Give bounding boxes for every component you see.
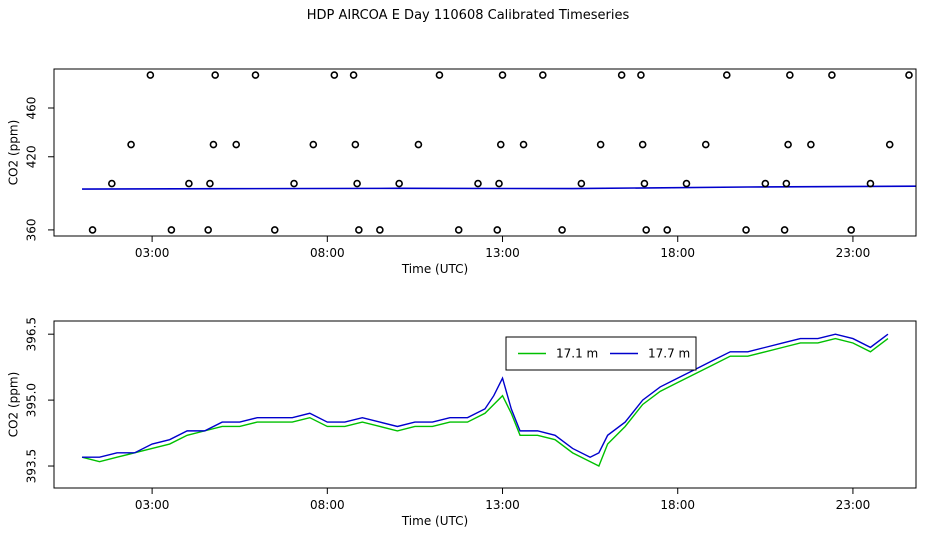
data-point (206, 179, 214, 188)
data-point (742, 226, 750, 234)
data-point (395, 179, 403, 188)
data-point (885, 140, 894, 149)
data-point (209, 140, 218, 149)
data-point (88, 226, 97, 234)
x-tick-label: 23:00 (836, 246, 871, 260)
x-tick-label: 03:00 (135, 498, 170, 512)
data-point (642, 226, 650, 234)
data-point (807, 140, 815, 149)
data-point (474, 179, 482, 188)
data-point (204, 226, 212, 234)
data-point (905, 71, 913, 79)
data-point (376, 226, 384, 234)
x-tick-label: 08:00 (310, 498, 345, 512)
y-tick-label: 396.5 (25, 317, 39, 351)
data-point (780, 226, 789, 234)
y-axis-label: CO2 (ppm) (7, 120, 21, 186)
data-point (925, 72, 931, 78)
fit-line (82, 185, 916, 190)
x-tick-label: 13:00 (485, 246, 520, 260)
legend-label: 17.1 m (556, 347, 598, 361)
data-point (519, 140, 528, 149)
data-point (146, 71, 155, 79)
data-point (211, 71, 219, 79)
data-point (232, 140, 241, 149)
y-tick-label: 420 (25, 145, 39, 168)
y-tick-label: 360 (25, 218, 39, 241)
x-tick-label: 13:00 (485, 498, 520, 512)
data-point (498, 71, 507, 79)
y-tick-label: 395.0 (25, 383, 39, 417)
data-point (351, 140, 360, 149)
x-tick-label: 08:00 (310, 246, 345, 260)
data-point (414, 140, 423, 149)
data-point (353, 179, 361, 188)
data-point (847, 226, 855, 234)
data-point (270, 226, 279, 234)
data-point (290, 179, 298, 188)
series-line-1 (81, 337, 889, 467)
data-point (496, 140, 505, 149)
x-tick-label: 03:00 (135, 246, 170, 260)
upper-panel: 03:00 08:00 13:00 18:00 23:00 360 420 460 Time (… (7, 68, 936, 276)
data-point (682, 179, 691, 188)
figure-title: HDP AIRCOA E Day 110608 Calibrated Times… (306, 8, 630, 23)
data-point (495, 179, 503, 188)
y-axis-label: CO2 (ppm) (7, 372, 21, 438)
y-tick-label: 460 (25, 97, 39, 120)
data-point (330, 71, 339, 79)
lower-panel: 03:00 08:00 13:00 18:00 23:00 393.5 395.0 396.5… (7, 317, 917, 528)
data-point (640, 179, 649, 188)
data-point (786, 71, 794, 79)
x-tick-label: 18:00 (660, 498, 695, 512)
data-point (355, 226, 363, 234)
data-point (185, 179, 193, 188)
data-point (349, 71, 358, 79)
data-point (701, 140, 710, 149)
data-point (167, 226, 176, 234)
data-point (435, 71, 444, 79)
data-point (761, 179, 770, 188)
data-point (722, 71, 731, 79)
x-axis-label: Time (UTC) (401, 262, 468, 276)
data-point (577, 179, 586, 188)
data-point (539, 71, 547, 79)
data-point (663, 226, 672, 234)
data-point (828, 71, 836, 79)
x-tick-label: 23:00 (836, 498, 871, 512)
plot-frame (53, 320, 917, 489)
legend-label: 17.7 m (648, 347, 690, 361)
data-point (617, 71, 626, 79)
plot-frame (53, 68, 917, 237)
x-axis-label: Time (UTC) (401, 514, 468, 528)
y-tick-label: 393.5 (25, 449, 39, 483)
data-point (866, 179, 875, 188)
data-point (108, 179, 116, 188)
data-point (309, 140, 318, 149)
plot-area (82, 71, 936, 234)
data-point (638, 140, 647, 149)
data-point (784, 140, 792, 149)
series-line-2 (82, 333, 889, 459)
data-point (493, 226, 502, 234)
data-point (596, 140, 605, 149)
data-point (927, 142, 933, 148)
legend: 17.1 m 17.7 m (505, 336, 697, 371)
data-point (558, 226, 566, 234)
x-tick-label: 18:00 (660, 246, 695, 260)
data-point (782, 179, 791, 188)
data-point (929, 181, 935, 187)
data-point (127, 140, 135, 149)
data-point (454, 226, 463, 234)
data-point (931, 227, 936, 233)
data-point (251, 71, 260, 79)
plot-area (81, 333, 889, 467)
data-point (637, 71, 645, 79)
